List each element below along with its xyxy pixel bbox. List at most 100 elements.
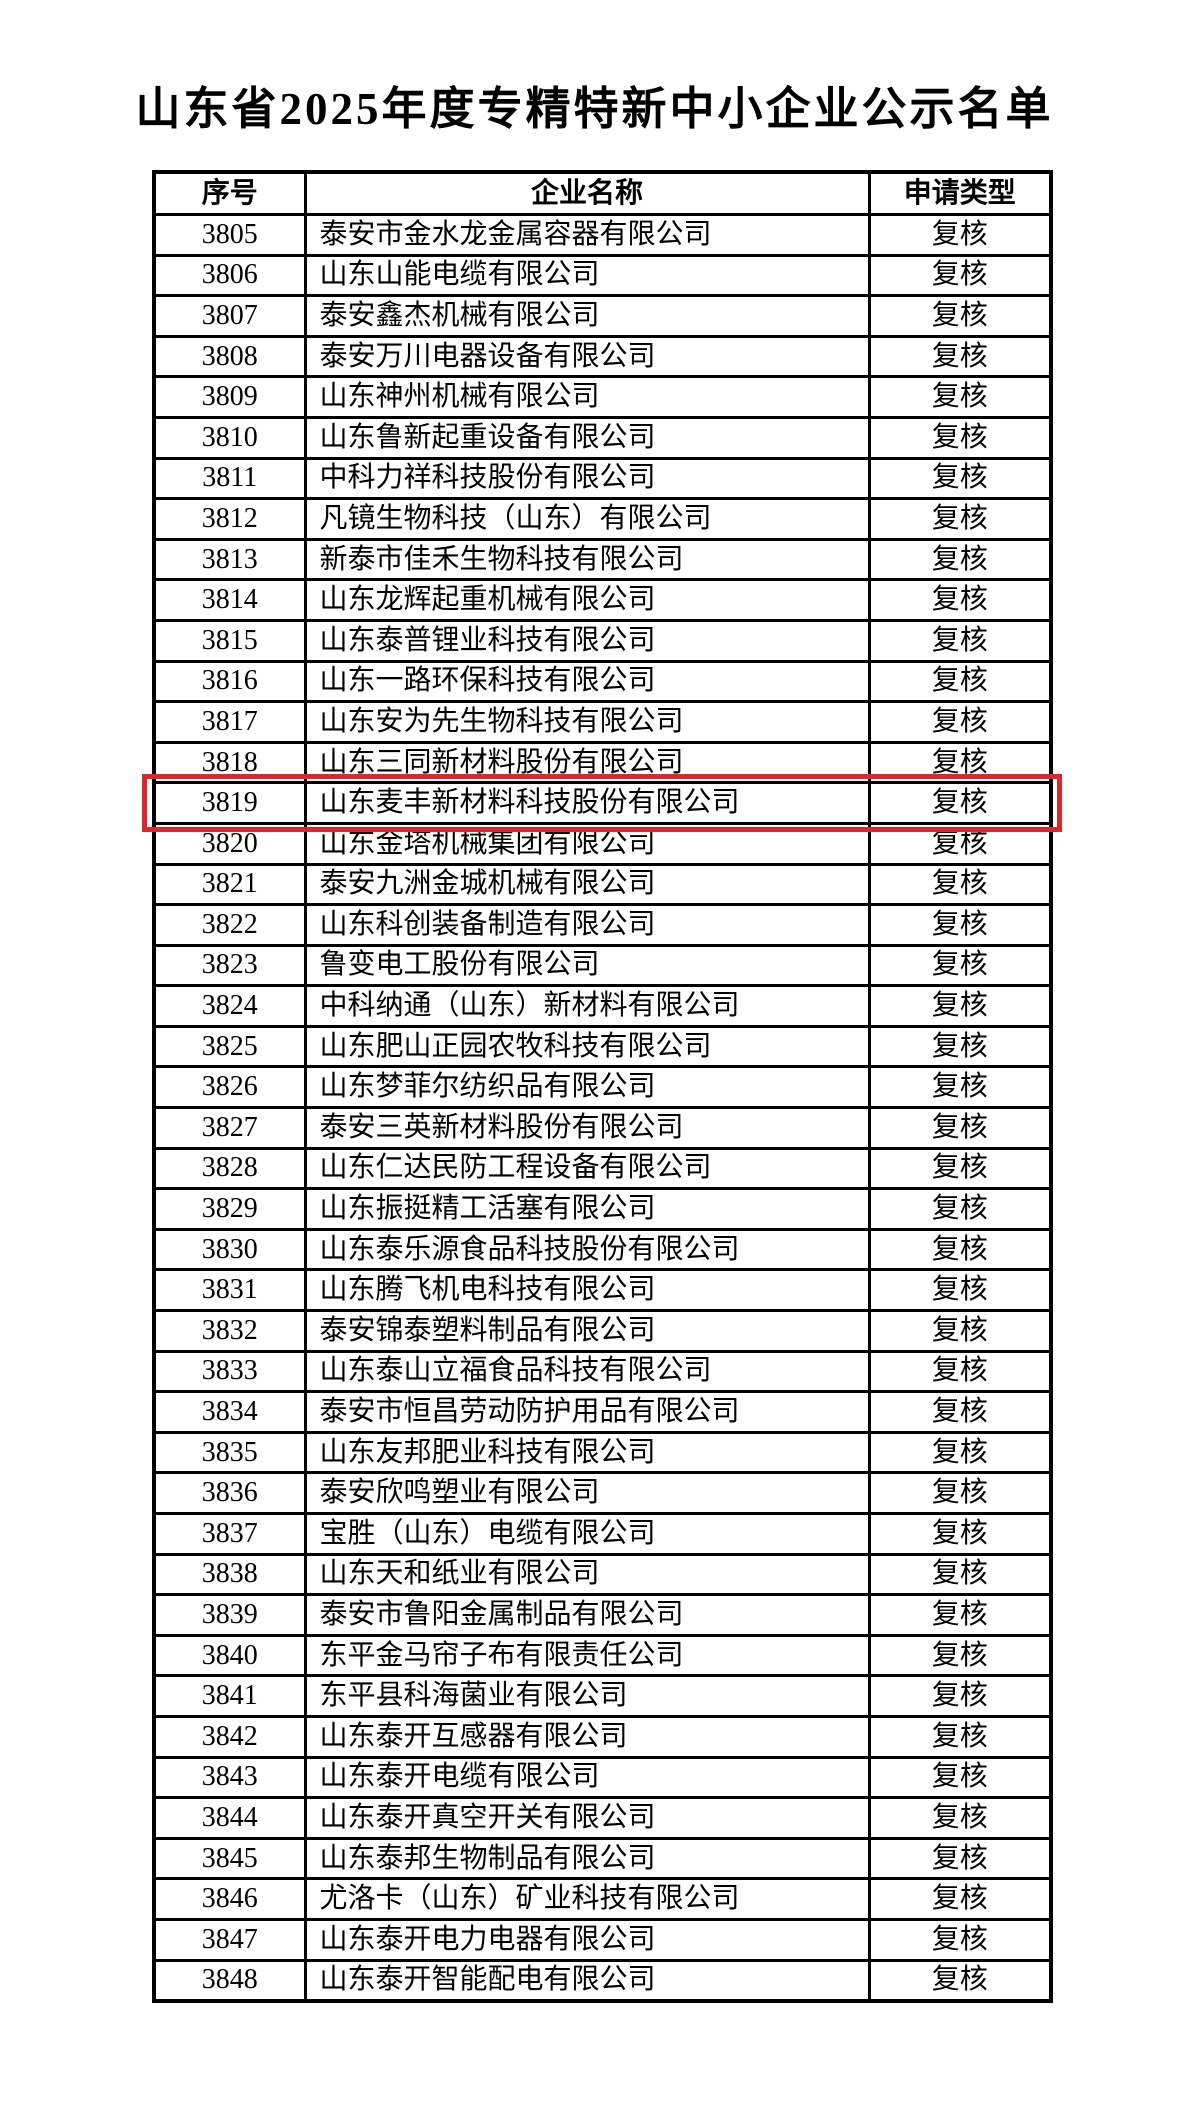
application-type-cell: 复核 xyxy=(867,1674,1053,1718)
serial-number-cell: 3808 xyxy=(152,334,307,379)
serial-number-cell: 3833 xyxy=(152,1349,307,1394)
application-type-cell: 复核 xyxy=(867,497,1053,541)
serial-number-cell: 3809 xyxy=(152,375,307,419)
company-name-cell: 泰安市恒昌劳动防护用品有限公司 xyxy=(303,1390,871,1434)
table-header-row: 序号 企业名称 申请类型 xyxy=(152,170,1053,216)
company-name-cell: 山东鲁新起重设备有限公司 xyxy=(303,415,871,460)
application-type-cell: 复核 xyxy=(867,821,1053,866)
table-row: 3833 山东泰山立福食品科技有限公司 复核 xyxy=(152,1349,1053,1394)
application-type-cell: 复核 xyxy=(867,537,1053,582)
table-row: 3845 山东泰邦生物制品有限公司 复核 xyxy=(152,1836,1053,1881)
company-name-cell: 山东神州机械有限公司 xyxy=(303,375,871,419)
serial-number-cell: 3821 xyxy=(152,862,307,907)
serial-number-cell: 3815 xyxy=(152,618,307,663)
company-name-cell: 东平金马帘子布有限责任公司 xyxy=(303,1633,871,1678)
serial-number-cell: 3826 xyxy=(152,1065,307,1110)
application-type-cell: 复核 xyxy=(867,1593,1053,1637)
serial-number-cell: 3813 xyxy=(152,537,307,582)
serial-number-cell: 3805 xyxy=(152,213,307,257)
application-type-cell: 复核 xyxy=(867,1917,1053,1962)
table-row: 3840 东平金马帘子布有限责任公司 复核 xyxy=(152,1633,1053,1678)
application-type-cell: 复核 xyxy=(867,1755,1053,1800)
application-type-cell: 复核 xyxy=(867,1430,1053,1475)
table-row: 3828 山东仁达民防工程设备有限公司 复核 xyxy=(152,1146,1053,1191)
serial-number-cell: 3837 xyxy=(152,1512,307,1556)
table-row: 3832 泰安锦泰塑料制品有限公司 复核 xyxy=(152,1309,1053,1353)
table-row: 3815 山东泰普锂业科技有限公司 复核 xyxy=(152,618,1053,663)
company-name-cell: 山东泰乐源食品科技股份有限公司 xyxy=(303,1227,871,1272)
table-row: 3808 泰安万川电器设备有限公司 复核 xyxy=(152,334,1053,379)
application-type-cell: 复核 xyxy=(867,1714,1053,1759)
table-row: 3826 山东梦菲尔纺织品有限公司 复核 xyxy=(152,1065,1053,1110)
table-row: 3837 宝胜（山东）电缆有限公司 复核 xyxy=(152,1512,1053,1556)
table-row: 3817 山东安为先生物科技有限公司 复核 xyxy=(152,700,1053,744)
serial-number-cell: 3823 xyxy=(152,943,307,988)
application-type-cell: 复核 xyxy=(867,1390,1053,1434)
company-name-cell: 山东泰开互感器有限公司 xyxy=(303,1714,871,1759)
table-row: 3818 山东三同新材料股份有限公司 复核 xyxy=(152,740,1053,785)
company-name-cell: 山东振挺精工活塞有限公司 xyxy=(303,1187,871,1231)
company-name-cell: 凡镜生物科技（山东）有限公司 xyxy=(303,497,871,541)
table-row: 3822 山东科创装备制造有限公司 复核 xyxy=(152,903,1053,947)
table-row: 3819 山东麦丰新材料科技股份有限公司 复核 xyxy=(152,781,1053,825)
table-row: 3827 泰安三英新材料股份有限公司 复核 xyxy=(152,1106,1053,1150)
company-name-cell: 泰安三英新材料股份有限公司 xyxy=(303,1106,871,1150)
table-row: 3811 中科力祥科技股份有限公司 复核 xyxy=(152,456,1053,501)
table-row: 3847 山东泰开电力电器有限公司 复核 xyxy=(152,1917,1053,1962)
table-row: 3810 山东鲁新起重设备有限公司 复核 xyxy=(152,415,1053,460)
application-type-cell: 复核 xyxy=(867,415,1053,460)
table-row: 3842 山东泰开互感器有限公司 复核 xyxy=(152,1714,1053,1759)
application-type-cell: 复核 xyxy=(867,1836,1053,1881)
serial-number-cell: 3836 xyxy=(152,1471,307,1515)
application-type-cell: 复核 xyxy=(867,903,1053,947)
application-type-cell: 复核 xyxy=(867,1227,1053,1272)
company-name-cell: 山东仁达民防工程设备有限公司 xyxy=(303,1146,871,1191)
serial-number-cell: 3822 xyxy=(152,903,307,947)
table-row: 3846 尤洛卡（山东）矿业科技有限公司 复核 xyxy=(152,1877,1053,1921)
application-type-cell: 复核 xyxy=(867,1796,1053,1840)
serial-number-cell: 3812 xyxy=(152,497,307,541)
table-row: 3823 鲁变电工股份有限公司 复核 xyxy=(152,943,1053,988)
serial-number-cell: 3810 xyxy=(152,415,307,460)
company-name-cell: 山东泰开真空开关有限公司 xyxy=(303,1796,871,1840)
company-name-cell: 泰安鑫杰机械有限公司 xyxy=(303,294,871,338)
company-name-cell: 中科力祥科技股份有限公司 xyxy=(303,456,871,501)
application-type-cell: 复核 xyxy=(867,1512,1053,1556)
company-list-table: 序号 企业名称 申请类型 3805 泰安市金水龙金属容器有限公司 复核 3806… xyxy=(152,170,1053,2004)
serial-number-cell: 3829 xyxy=(152,1187,307,1231)
table-row: 3831 山东腾飞机电科技有限公司 复核 xyxy=(152,1268,1053,1313)
table-row: 3806 山东山能电缆有限公司 复核 xyxy=(152,253,1053,298)
company-name-cell: 鲁变电工股份有限公司 xyxy=(303,943,871,988)
application-type-cell: 复核 xyxy=(867,1268,1053,1313)
application-type-cell: 复核 xyxy=(867,213,1053,257)
serial-number-cell: 3806 xyxy=(152,253,307,298)
table-row: 3835 山东友邦肥业科技有限公司 复核 xyxy=(152,1430,1053,1475)
application-type-cell: 复核 xyxy=(867,1024,1053,1069)
table-row: 3848 山东泰开智能配电有限公司 复核 xyxy=(152,1958,1053,2003)
application-type-cell: 复核 xyxy=(867,253,1053,298)
table-row: 3824 中科纳通（山东）新材料有限公司 复核 xyxy=(152,984,1053,1028)
application-type-cell: 复核 xyxy=(867,943,1053,988)
serial-number-cell: 3839 xyxy=(152,1593,307,1637)
application-type-cell: 复核 xyxy=(867,659,1053,704)
serial-number-cell: 3832 xyxy=(152,1309,307,1353)
table-row: 3820 山东金塔机械集团有限公司 复核 xyxy=(152,821,1053,866)
table-row: 3821 泰安九洲金城机械有限公司 复核 xyxy=(152,862,1053,907)
application-type-cell: 复核 xyxy=(867,375,1053,419)
serial-number-cell: 3840 xyxy=(152,1633,307,1678)
table-row: 3836 泰安欣鸣塑业有限公司 复核 xyxy=(152,1471,1053,1515)
table-row: 3844 山东泰开真空开关有限公司 复核 xyxy=(152,1796,1053,1840)
company-name-cell: 山东安为先生物科技有限公司 xyxy=(303,700,871,744)
company-name-cell: 山东山能电缆有限公司 xyxy=(303,253,871,298)
company-name-cell: 山东梦菲尔纺织品有限公司 xyxy=(303,1065,871,1110)
serial-number-cell: 3831 xyxy=(152,1268,307,1313)
company-name-cell: 山东腾飞机电科技有限公司 xyxy=(303,1268,871,1313)
serial-number-cell: 3811 xyxy=(152,456,307,501)
company-name-cell: 泰安九洲金城机械有限公司 xyxy=(303,862,871,907)
serial-number-cell: 3827 xyxy=(152,1106,307,1150)
application-type-cell: 复核 xyxy=(867,1552,1053,1597)
table-row: 3816 山东一路环保科技有限公司 复核 xyxy=(152,659,1053,704)
header-application-type: 申请类型 xyxy=(867,170,1053,216)
header-company-name: 企业名称 xyxy=(303,170,871,216)
serial-number-cell: 3843 xyxy=(152,1755,307,1800)
